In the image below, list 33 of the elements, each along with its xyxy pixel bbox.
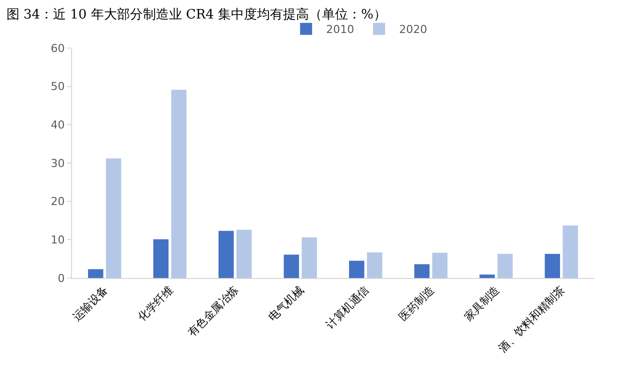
bar [480, 274, 495, 278]
x-tick-label: 运输设备 [70, 284, 111, 324]
bar [171, 90, 186, 278]
y-tick-label: 40 [50, 118, 65, 132]
bar [284, 254, 300, 278]
bar [153, 239, 169, 278]
bar [544, 254, 560, 278]
y-tick-label: 10 [50, 234, 65, 247]
bar [302, 237, 317, 278]
bar [366, 252, 382, 278]
x-tick-label: 化学纤维 [136, 284, 176, 324]
bar [497, 254, 513, 278]
x-tick-label: 电气机械 [266, 284, 306, 324]
y-tick-label: 0 [58, 272, 65, 285]
bar [106, 158, 122, 278]
legend-label: 2010 [326, 23, 354, 36]
x-tick-label: 计算机通信 [324, 284, 372, 332]
bar [88, 269, 104, 278]
y-tick-label: 60 [50, 42, 65, 55]
chart-title: 图 34：近 10 年大部分制造业 CR4 集中度均有提高（单位：%） [6, 6, 386, 23]
y-tick-label: 30 [50, 156, 65, 170]
y-tick-label: 50 [50, 80, 65, 94]
bar [218, 230, 234, 278]
bar [236, 230, 252, 278]
bar [414, 264, 430, 278]
bar [562, 225, 578, 278]
x-tick-label: 医药制造 [396, 284, 437, 324]
x-tick-label: 家具制造 [462, 284, 502, 324]
bar [432, 252, 448, 278]
y-tick-label: 20 [50, 195, 65, 208]
bar [349, 260, 364, 278]
x-tick-label: 有色金属冶炼 [185, 284, 242, 340]
legend-label: 2020 [399, 23, 428, 36]
